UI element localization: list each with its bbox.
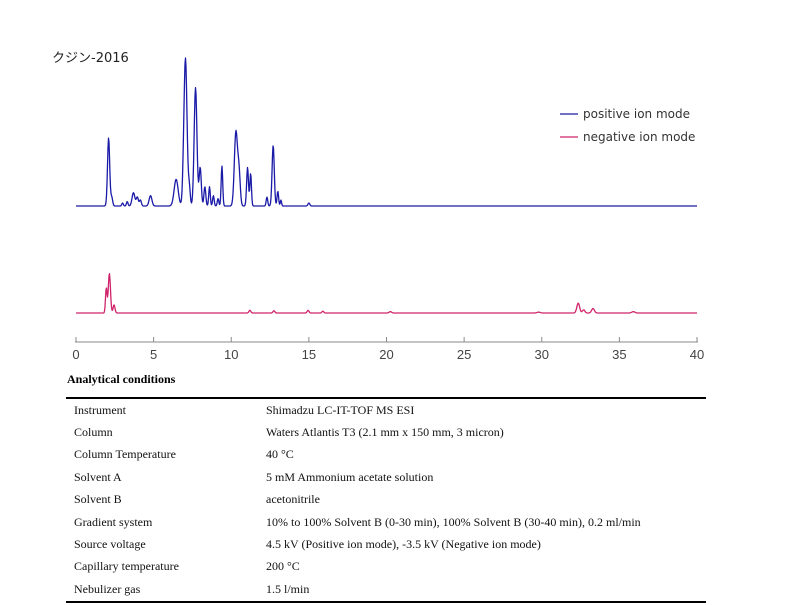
condition-value: Waters Atlantis T3 (2.1 mm x 150 mm, 3 m… — [266, 425, 504, 440]
condition-label: Gradient system — [74, 514, 153, 529]
condition-label: Column Temperature — [74, 447, 176, 462]
condition-label: Column — [74, 425, 113, 440]
legend-label-positive: positive ion mode — [583, 107, 690, 121]
condition-value: acetonitrile — [266, 492, 320, 507]
legend: positive ion mode negative ion mode — [560, 107, 695, 144]
x-axis: 0 5 10 15 20 25 30 35 40 — [72, 337, 704, 362]
condition-value: 10% to 100% Solvent B (0-30 min), 100% S… — [266, 514, 641, 529]
condition-value: 4.5 kV (Positive ion mode), -3.5 kV (Neg… — [266, 537, 541, 552]
condition-label: Capillary temperature — [74, 559, 179, 574]
condition-value: 5 mM Ammonium acetate solution — [266, 469, 434, 484]
condition-label: Solvent B — [74, 492, 122, 507]
table-row: Solvent A 5 mM Ammonium acetate solution — [66, 466, 706, 488]
x-tick-label: 10 — [224, 347, 238, 362]
series-line-negative — [75, 272, 698, 314]
condition-label: Solvent A — [74, 469, 122, 484]
table-row: Solvent B acetonitrile — [66, 489, 706, 511]
table-row: Column Waters Atlantis T3 (2.1 mm x 150 m… — [66, 421, 706, 443]
table-row: Gradient system 10% to 100% Solvent B (0-… — [66, 511, 706, 533]
x-tick-label: 30 — [535, 347, 549, 362]
x-tick-label: 35 — [612, 347, 626, 362]
condition-label: Source voltage — [74, 537, 146, 552]
series-line-positive — [75, 57, 698, 207]
table-row: Capillary temperature 200 °C — [66, 556, 706, 578]
chart-title: クジン-2016 — [52, 51, 129, 66]
legend-label-negative: negative ion mode — [583, 130, 695, 144]
x-tick-label: 40 — [690, 347, 704, 362]
traces-group — [75, 57, 698, 314]
table-row: Instrument Shimadzu LC-IT-TOF MS ESI — [66, 398, 706, 421]
x-tick-label: 5 — [150, 347, 157, 362]
x-tick-label: 15 — [302, 347, 316, 362]
table-row: Column Temperature 40 °C — [66, 444, 706, 466]
condition-label: Nebulizer gas — [74, 581, 141, 596]
condition-value: 1.5 l/min — [266, 581, 310, 596]
condition-label: Instrument — [74, 402, 126, 417]
condition-value: 40 °C — [266, 447, 294, 462]
table-row: Source voltage 4.5 kV (Positive ion mode)… — [66, 533, 706, 555]
x-tick-label: 0 — [72, 347, 79, 362]
condition-value: 200 °C — [266, 559, 300, 574]
x-tick-label: 20 — [379, 347, 393, 362]
condition-value: Shimadzu LC-IT-TOF MS ESI — [266, 402, 415, 417]
x-tick-label: 25 — [457, 347, 471, 362]
conditions-heading: Analytical conditions — [67, 372, 176, 386]
chromatogram-chart: クジン-2016 positive ion mode negative ion … — [52, 51, 704, 362]
conditions-table: Instrument Shimadzu LC-IT-TOF MS ESI Colum… — [66, 397, 706, 603]
table-row: Nebulizer gas 1.5 l/min — [66, 578, 706, 601]
